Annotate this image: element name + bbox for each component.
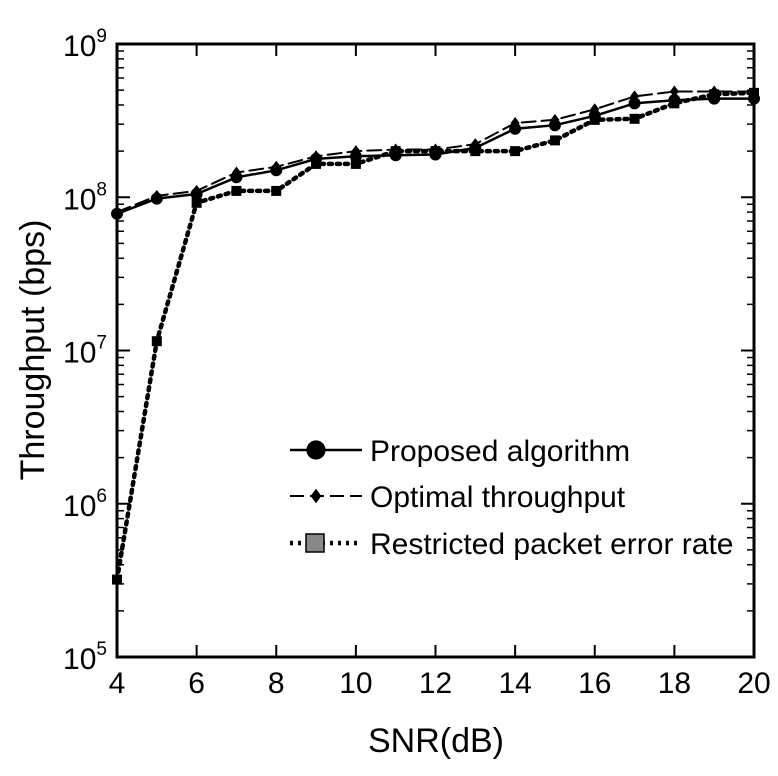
point-square-marker — [629, 113, 640, 124]
legend-entry: Restricted packet error rate — [290, 528, 733, 561]
point-diamond-marker — [310, 488, 322, 504]
legend-entry: Optimal throughput — [290, 481, 626, 514]
point-diamond-marker — [669, 85, 679, 98]
x-tick-label: 6 — [188, 667, 205, 700]
x-tick-label: 14 — [498, 667, 531, 700]
y-tick-label: 108 — [63, 179, 107, 216]
legend: Proposed algorithm Optimal throughput Rest… — [290, 435, 733, 561]
point-square-marker — [390, 146, 401, 157]
point-diamond-marker — [550, 113, 560, 126]
point-diamond-marker — [152, 189, 162, 202]
tick-labels: 4 6 8 10 12 14 16 18 20 105 106 107 108 109 — [63, 26, 771, 700]
point-circle-marker — [306, 440, 326, 460]
point-square-marker — [709, 89, 720, 100]
point-square-marker — [470, 146, 481, 157]
point-square-marker — [191, 197, 202, 208]
point-diamond-marker — [630, 90, 640, 103]
point-circle-marker — [628, 97, 641, 110]
x-tick-label: 4 — [109, 667, 126, 700]
point-square-marker — [151, 336, 162, 347]
legend-entry: Proposed algorithm — [290, 435, 630, 468]
point-diamond-marker — [351, 145, 361, 158]
point-diamond-marker — [192, 184, 202, 197]
x-tick-label: 8 — [268, 667, 285, 700]
x-tick-label: 16 — [578, 667, 611, 700]
point-square-marker — [549, 135, 560, 146]
x-tick-label: 18 — [658, 667, 691, 700]
y-axis-title: Throughput (bps) — [14, 220, 52, 481]
point-square-marker — [350, 158, 361, 169]
point-diamond-marker — [231, 166, 241, 179]
point-square-marker — [311, 158, 322, 169]
point-square-marker — [510, 146, 521, 157]
plot-frame — [115, 42, 756, 659]
series-circle — [111, 92, 760, 220]
point-square-marker — [749, 87, 759, 98]
point-square-marker — [589, 114, 600, 125]
point-diamond-marker — [510, 117, 520, 130]
x-axis-title: SNR(dB) — [368, 722, 504, 760]
point-square-marker — [271, 185, 282, 196]
point-square-marker — [430, 146, 441, 157]
series-group — [111, 85, 760, 585]
legend-label: Proposed algorithm — [370, 435, 630, 468]
legend-label: Optimal throughput — [370, 481, 626, 514]
series-square — [112, 87, 759, 585]
legend-square-marker — [305, 533, 325, 553]
x-tick-label: 10 — [339, 667, 372, 700]
y-tick-label: 105 — [63, 639, 107, 676]
point-diamond-marker — [590, 103, 600, 116]
tick-marks — [116, 43, 755, 658]
point-square-marker — [669, 98, 680, 109]
x-tick-label: 12 — [419, 667, 452, 700]
point-diamond-marker — [112, 206, 122, 219]
x-tick-label: 20 — [737, 667, 770, 700]
point-square-marker — [112, 574, 122, 585]
point-square-marker — [231, 185, 242, 196]
y-tick-label: 106 — [63, 486, 107, 523]
y-tick-label: 107 — [63, 333, 107, 370]
y-tick-label: 109 — [63, 26, 107, 63]
legend-label: Restricted packet error rate — [370, 528, 733, 561]
point-diamond-marker — [271, 160, 281, 173]
